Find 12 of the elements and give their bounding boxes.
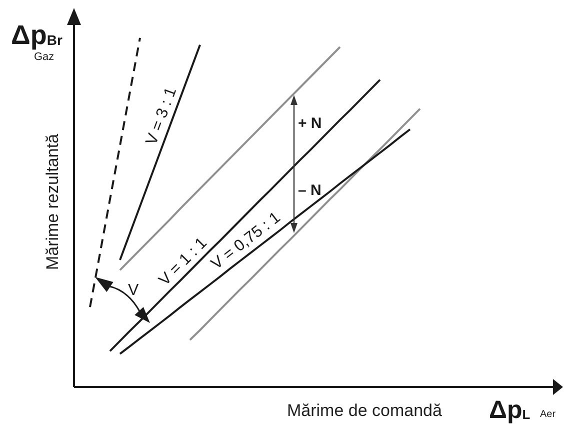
- text: V = 1 : 1: [156, 234, 210, 290]
- text: Aer: [540, 409, 556, 420]
- text: V = 0,75 : 1: [208, 209, 284, 273]
- annotation: + N: [298, 115, 322, 132]
- text: ΔpL: [489, 396, 530, 424]
- annotation: – N: [298, 182, 322, 199]
- text: Gaz: [34, 51, 54, 63]
- annotation: V: [128, 282, 139, 299]
- y-axis-title: Mărime rezultantă: [42, 133, 62, 270]
- text: V = 3 : 1: [143, 85, 180, 148]
- text: ΔpBr: [11, 20, 64, 50]
- x-axis-title: Mărime de comandă: [287, 401, 443, 420]
